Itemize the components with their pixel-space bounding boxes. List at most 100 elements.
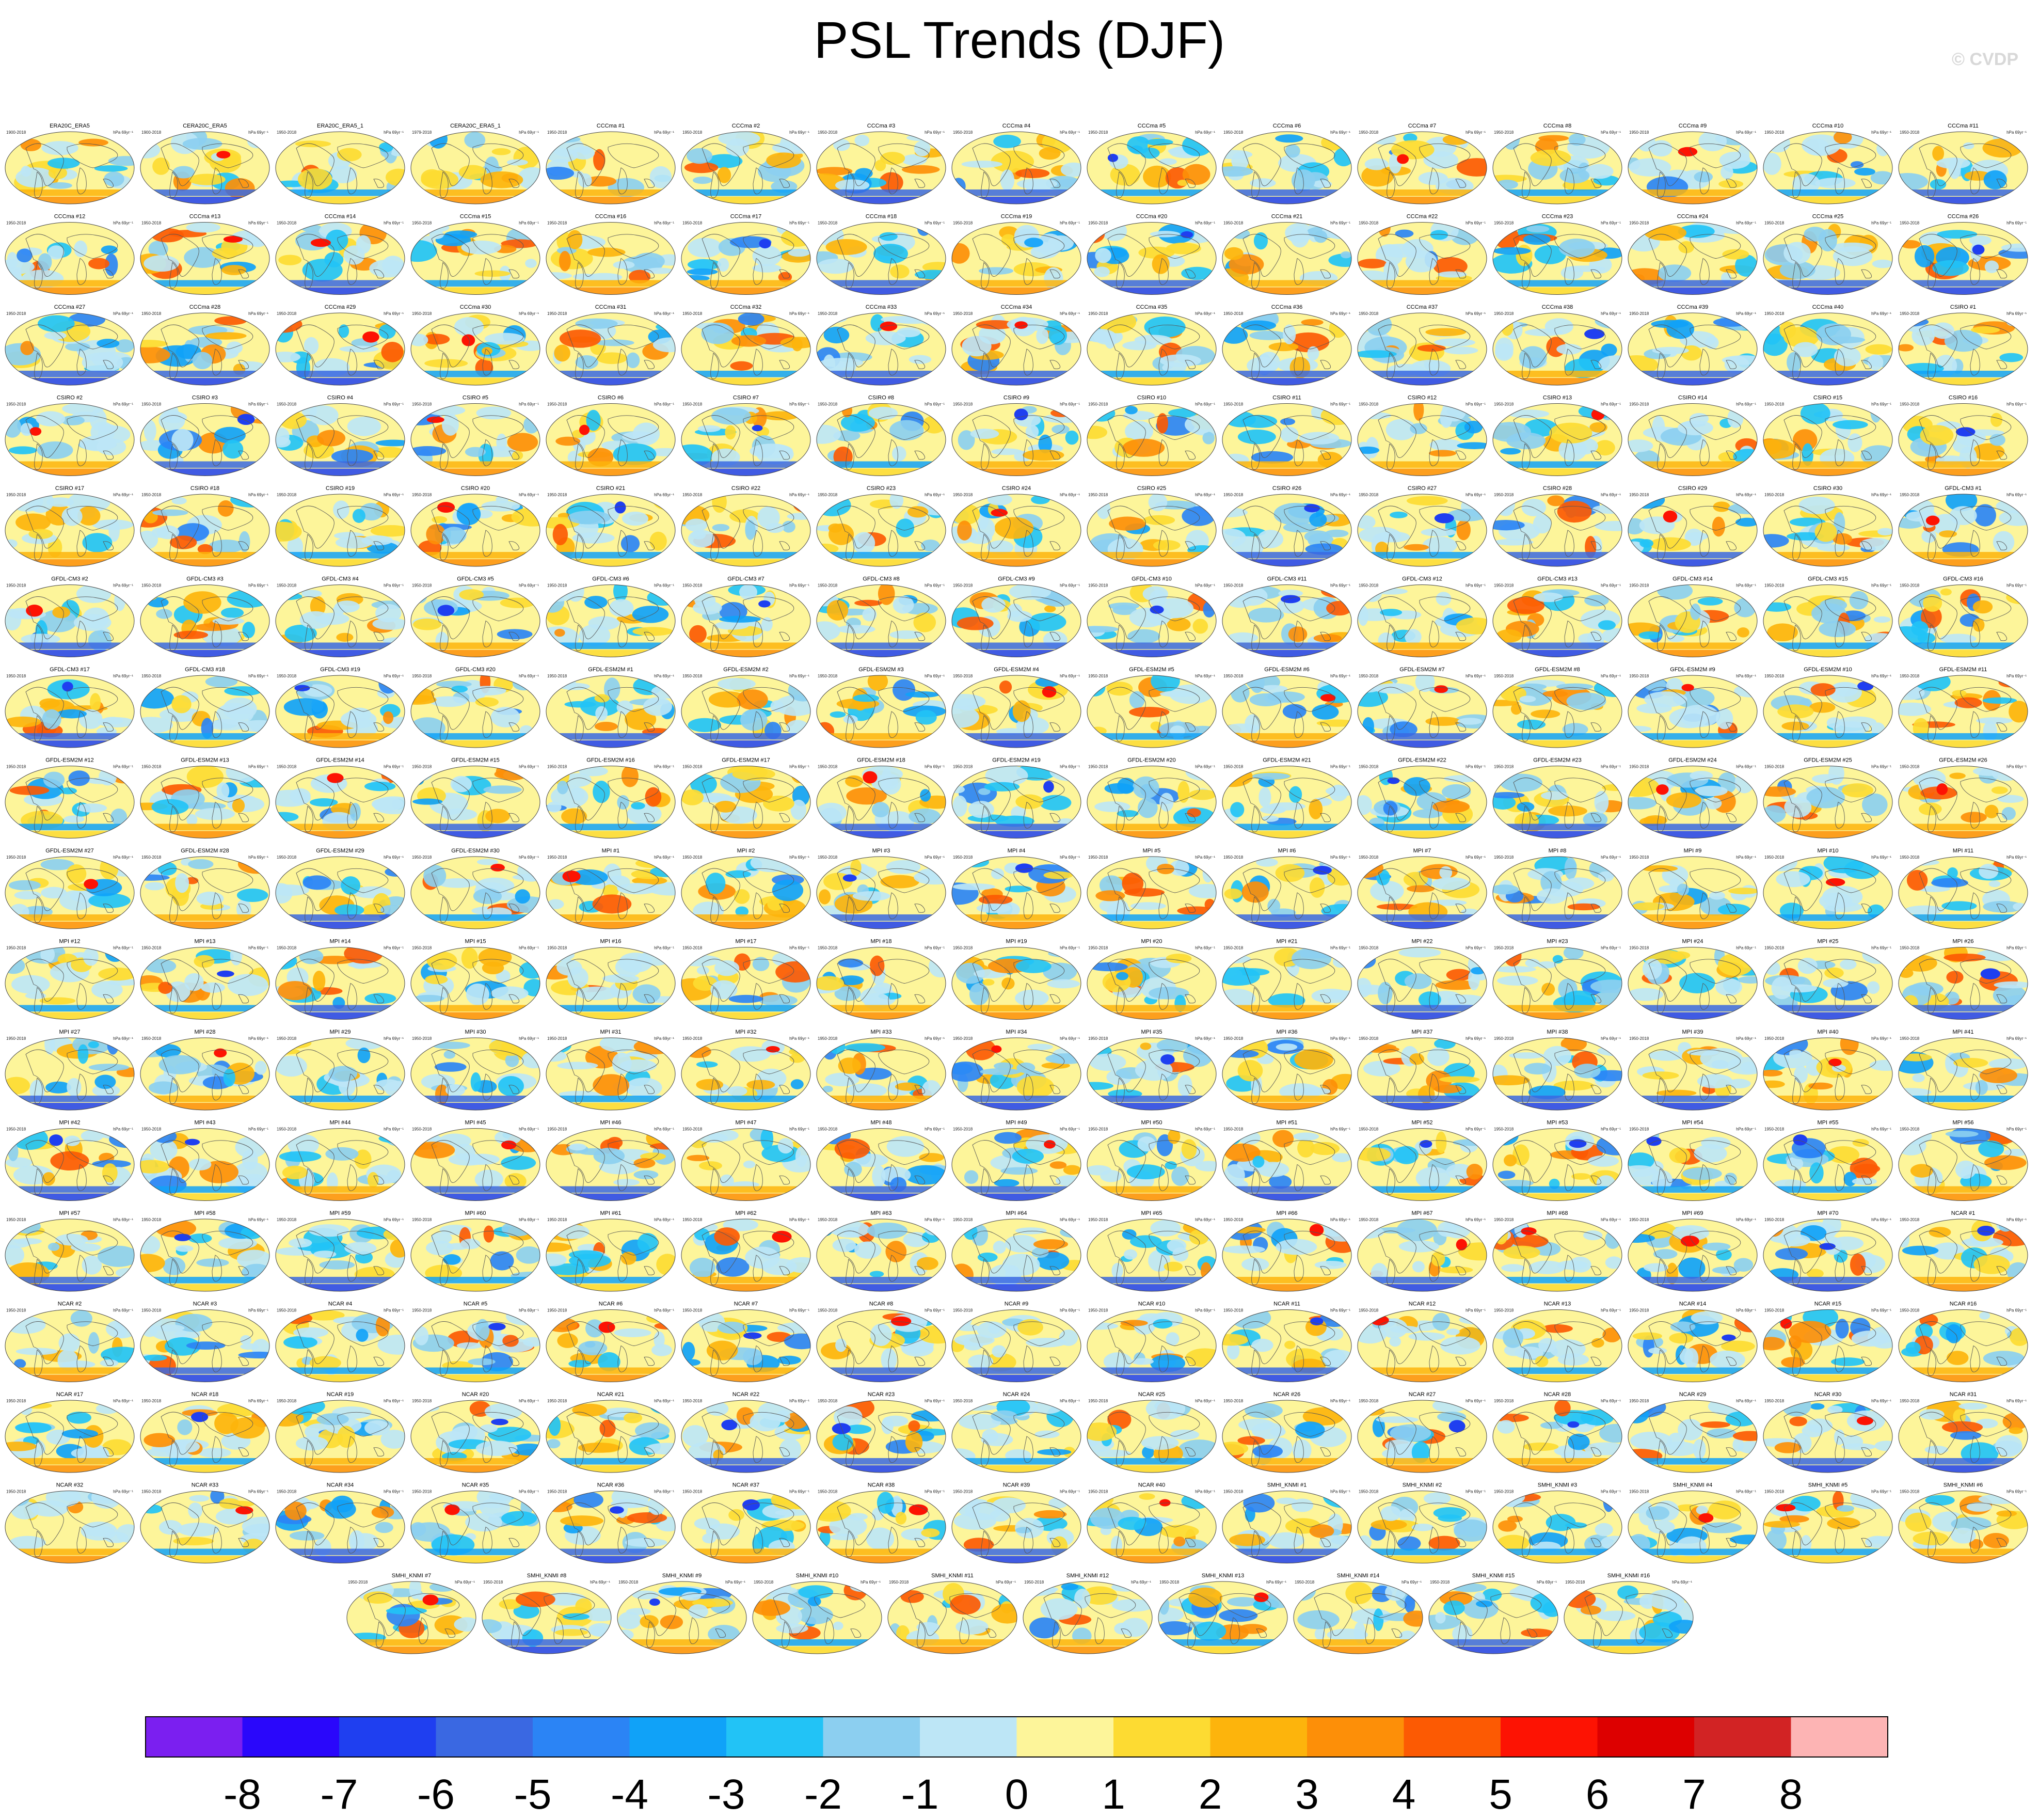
colorbar-box [1501,1717,1598,1757]
panel-period: 1950-2018 [818,221,838,226]
panel-period: 1950-2018 [1494,402,1514,407]
trend-panel: CSIRO #15 1950-2018 hPa 69yr⁻¹ [1763,395,1893,476]
panel-units: hPa 69yr⁻¹ [1060,311,1080,316]
panel-units: hPa 69yr⁻¹ [113,493,133,497]
trend-panel: CCCma #15 1950-2018 hPa 69yr⁻¹ [410,214,540,295]
panel-period: 1950-2018 [1359,311,1379,316]
colorbar-box [1694,1717,1791,1757]
colorbar-box [533,1717,630,1757]
panel-title: ERA20C_ERA5 [50,123,90,129]
panel-units: hPa 69yr⁻¹ [654,402,674,407]
panel-units: hPa 69yr⁻¹ [1060,130,1080,135]
panel-period: 1950-2018 [1900,130,1920,135]
panel-title: CCCma #25 [1812,214,1844,220]
trend-panel: CCCma #36 1950-2018 hPa 69yr⁻¹ [1222,304,1352,386]
colorbar-tick-label: 3 [1295,1771,1319,1818]
panel-units: hPa 69yr⁻¹ [1195,130,1215,135]
panel-title: CCCma #10 [1812,123,1844,129]
panel-period: 1950-2018 [682,130,703,135]
panel-units: hPa 69yr⁻¹ [1465,402,1486,407]
panel-period: 1950-2018 [682,402,703,407]
panel-period: 1950-2018 [277,221,297,226]
panel-units: hPa 69yr⁻¹ [1736,402,1756,407]
panel-title: CSIRO #5 [463,395,488,401]
colorbar-box [1791,1717,1888,1757]
trend-panel: CCCma #30 1950-2018 hPa 69yr⁻¹ [410,304,540,386]
trend-panel: CCCma #8 1950-2018 hPa 69yr⁻¹ [1492,123,1622,204]
colorbar-tick-label: 0 [1005,1771,1029,1818]
panel-units: hPa 69yr⁻¹ [789,311,809,316]
colorbar-box [920,1717,1017,1757]
panel-units: hPa 69yr⁻¹ [1871,130,1891,135]
panel-units: hPa 69yr⁻¹ [1330,130,1350,135]
panel-units: hPa 69yr⁻¹ [1601,221,1621,226]
panel-units: hPa 69yr⁻¹ [1195,402,1215,407]
colorbar-box [436,1717,533,1757]
trend-panel: CCCma #34 1950-2018 hPa 69yr⁻¹ [951,304,1081,386]
panel-period: 1950-2018 [277,311,297,316]
panel-period: 1900-2018 [141,130,162,135]
colorbar-tick-label: -3 [708,1771,745,1818]
panel-title: CCCma #6 [1273,123,1301,129]
panel-title: CSIRO #9 [1003,395,1029,401]
panel-title: CCCma #2 [732,123,760,129]
panel-title: CCCma #30 [460,304,491,310]
panel-title: CCCma #4 [1002,123,1030,129]
trend-panel: ERA20C_ERA5_1 1950-2018 hPa 69yr⁻¹ [275,123,405,204]
panel-units: hPa 69yr⁻¹ [384,493,404,497]
panel-title: CCCma #39 [1677,304,1709,310]
panel-title: CSIRO #4 [327,395,353,401]
colorbar-box [1210,1717,1307,1757]
panel-period: 1950-2018 [1900,402,1920,407]
panel-units: hPa 69yr⁻¹ [113,221,133,226]
trend-panel: CCCma #12 1950-2018 hPa 69yr⁻¹ [5,214,135,295]
panel-period: 1950-2018 [1359,221,1379,226]
trend-panel: CCCma #26 1950-2018 hPa 69yr⁻¹ [1898,214,2028,295]
trend-panel: CSIRO #16 1950-2018 hPa 69yr⁻¹ [1898,395,2028,476]
panel-period: 1900-2018 [6,130,26,135]
trend-panel: CCCma #22 1950-2018 hPa 69yr⁻¹ [1357,214,1487,295]
panel-title: CCCma #24 [1677,214,1709,220]
trend-panel: CERA20C_ERA5_1 1979-2018 hPa 69yr⁻¹ [410,123,540,204]
panel-period: 1950-2018 [6,402,26,407]
panel-period: 1950-2018 [953,130,973,135]
panel-period: 1950-2018 [1629,130,1649,135]
colorbar-tick-label: 2 [1199,1771,1222,1818]
panel-period: 1950-2018 [1223,130,1244,135]
panel-title: CCCma #18 [866,214,897,220]
panel-period: 1950-2018 [412,402,432,407]
colorbar-tick-label: -5 [514,1771,552,1818]
panel-title: CSIRO #18 [190,485,219,492]
panel-period: 1950-2018 [1764,311,1785,316]
panel-title: CCCma #3 [867,123,895,129]
panel-units: hPa 69yr⁻¹ [1871,221,1891,226]
panel-title: CCCma #22 [1407,214,1438,220]
colorbar-box [1016,1717,1113,1757]
panel-title: CSIRO #1 [1950,304,1976,310]
panel-title: CCCma #37 [1407,304,1438,310]
panel-period: 1950-2018 [277,493,297,497]
panel-title: CSIRO #16 [1949,395,1978,401]
panel-units: hPa 69yr⁻¹ [519,311,539,316]
trend-panel: CSIRO #14 1950-2018 hPa 69yr⁻¹ [1628,395,1758,476]
panel-period: 1950-2018 [141,493,162,497]
panel-title: CCCma #19 [1001,214,1032,220]
panel-title: CCCma #16 [595,214,627,220]
panel-period: 1950-2018 [412,221,432,226]
panel-period: 1950-2018 [1223,311,1244,316]
colorbar-box [726,1717,823,1757]
panel-title: CERA20C_ERA5_1 [450,123,501,129]
panel-units: hPa 69yr⁻¹ [519,130,539,135]
panel-title: CCCma #32 [730,304,762,310]
panel-period: 1950-2018 [1494,311,1514,316]
panel-title: CSIRO #8 [868,395,894,401]
panel-title: CERA20C_ERA5 [183,123,227,129]
panel-period: 1950-2018 [1900,311,1920,316]
colorbar-tick-label: 1 [1102,1771,1125,1818]
panel-units: hPa 69yr⁻¹ [384,130,404,135]
trend-panel: CCCma #7 1950-2018 hPa 69yr⁻¹ [1357,123,1487,204]
panel-units: hPa 69yr⁻¹ [654,311,674,316]
colorbar-tick-label: -2 [804,1771,842,1818]
